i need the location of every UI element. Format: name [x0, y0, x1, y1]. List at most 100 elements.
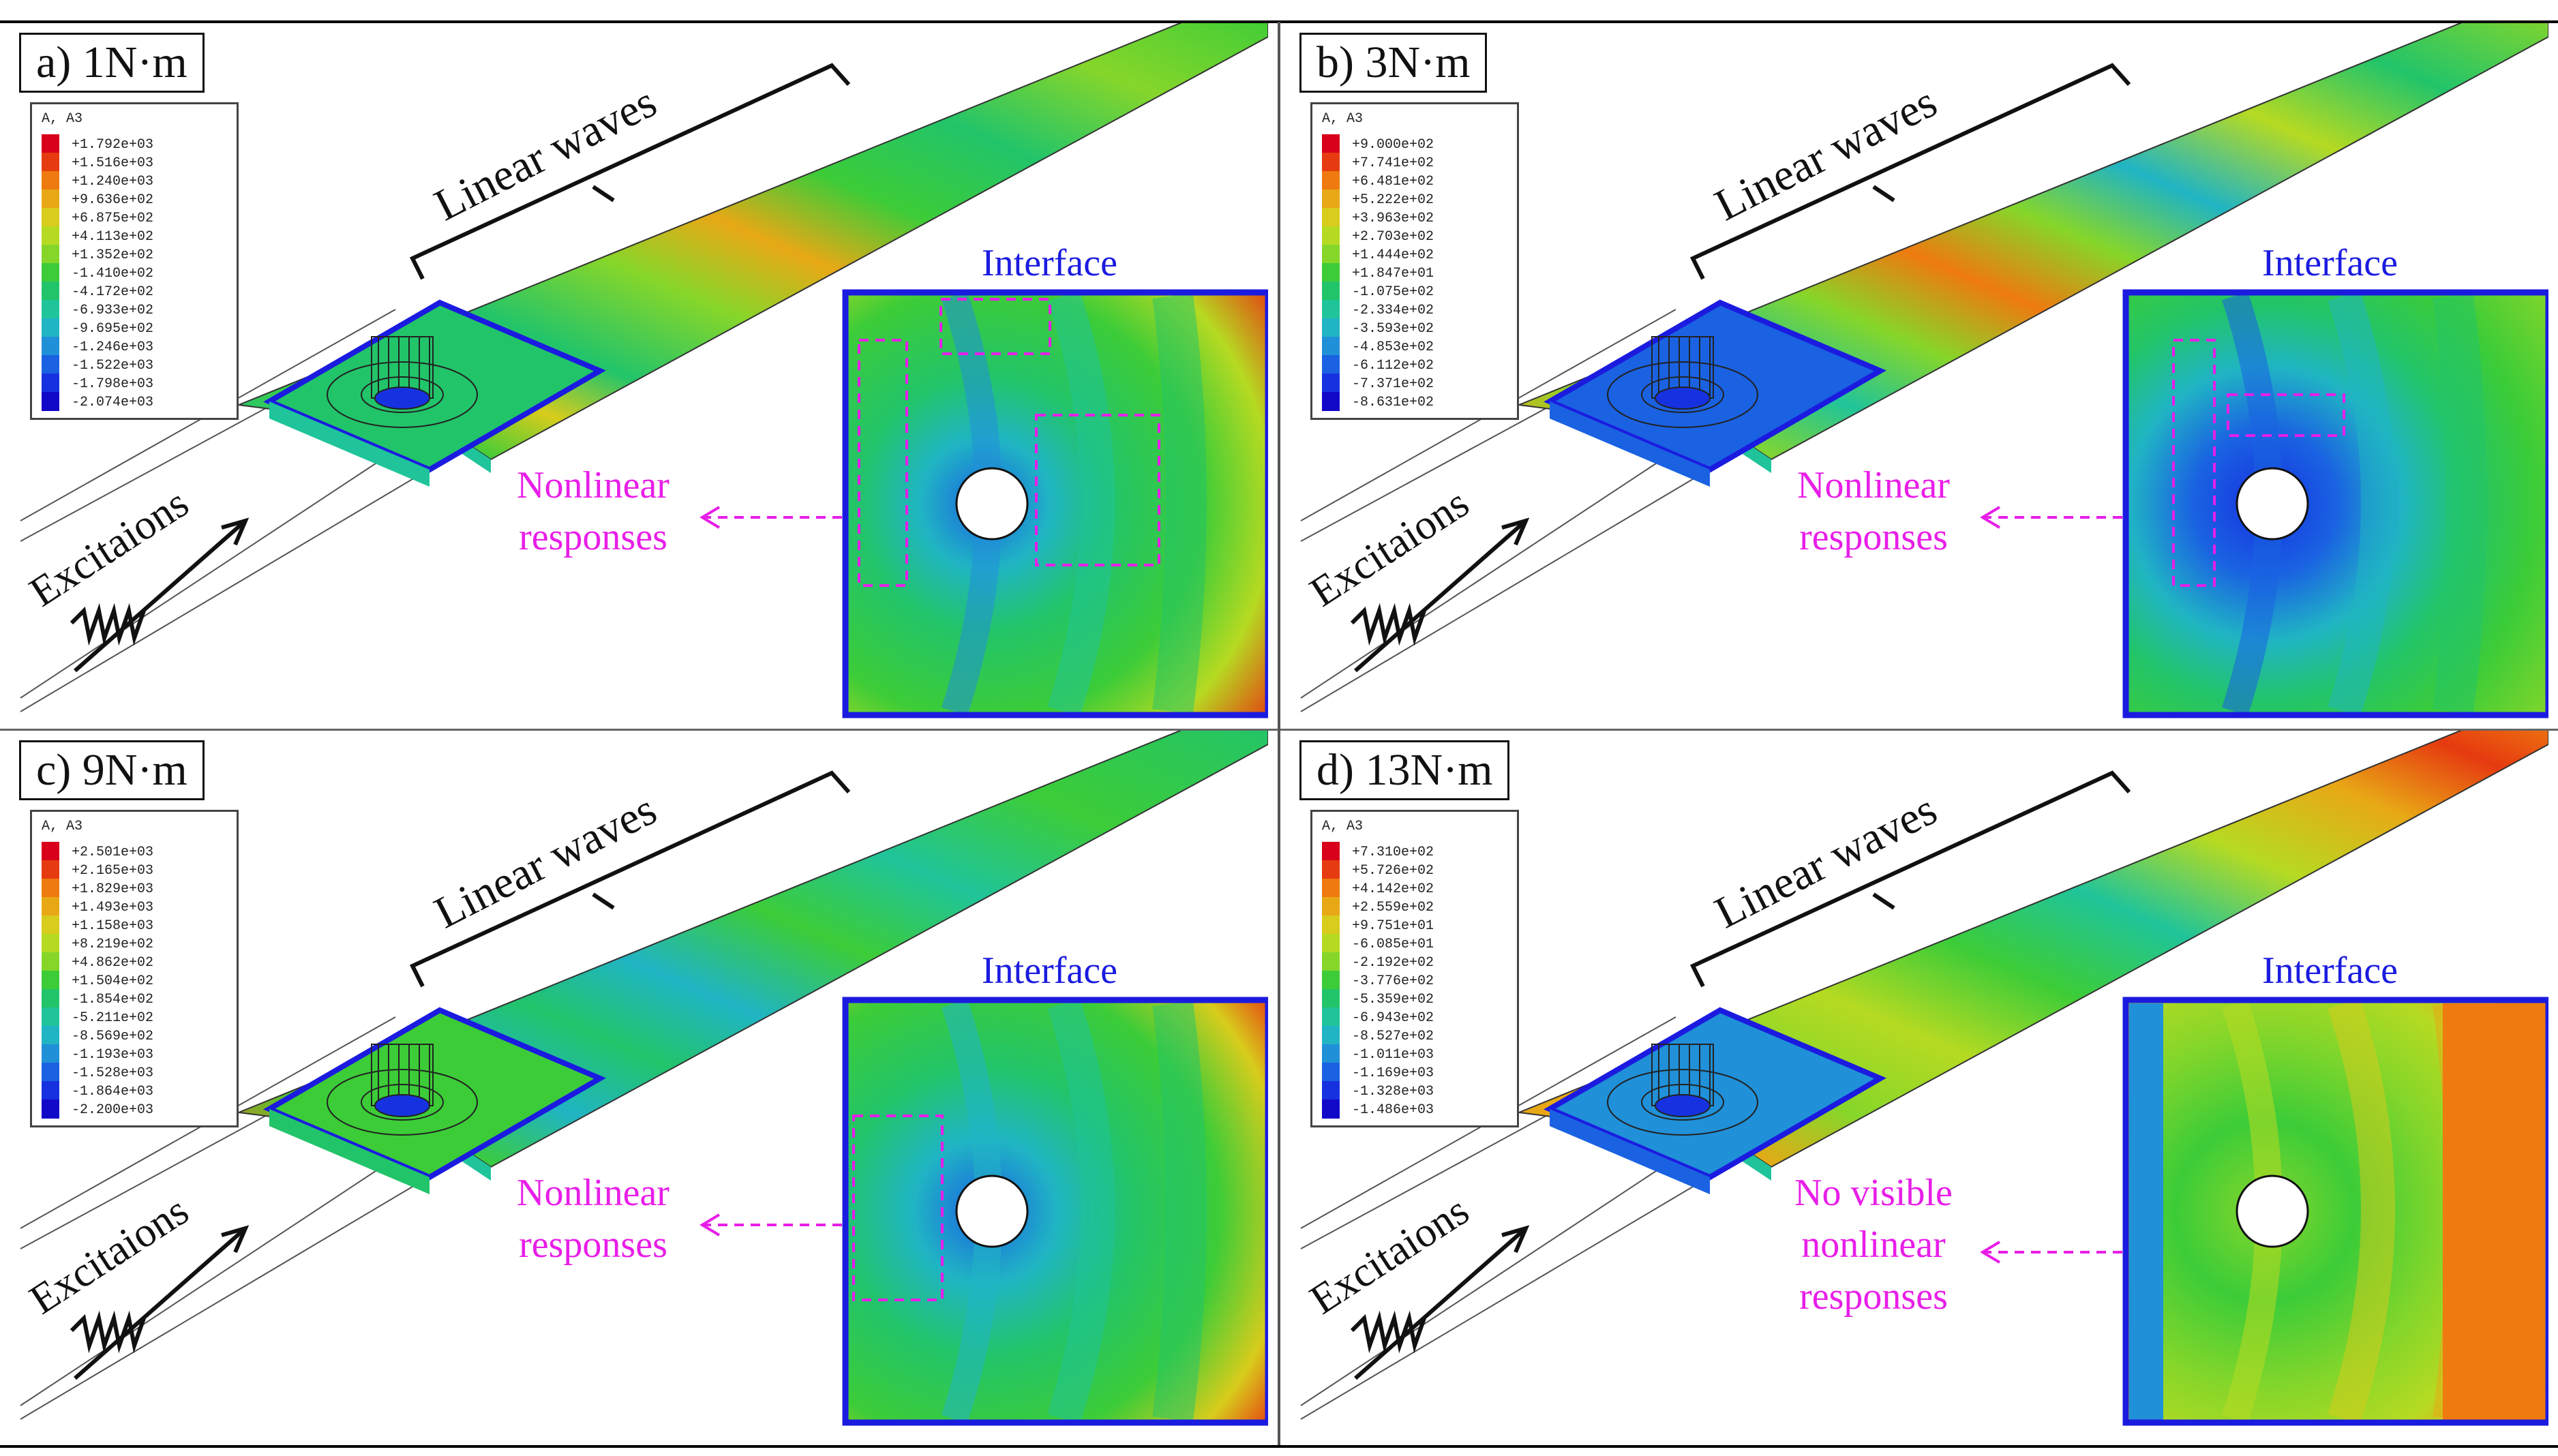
legend-swatch	[42, 263, 59, 282]
excitation-arrow	[70, 1225, 250, 1380]
response-line: responses	[1799, 1275, 1948, 1318]
legend-value: -1.854e+02	[72, 992, 154, 1007]
legend-row: +5.726e+02	[1322, 860, 1513, 879]
legend-row: -9.695e+02	[42, 318, 232, 337]
legend-row: +8.219e+02	[42, 934, 232, 953]
contour-scene	[1300, 731, 2548, 1426]
legend-row: -1.864e+03	[42, 1081, 232, 1100]
legend-swatch	[42, 245, 59, 264]
excitation-arrow	[70, 517, 250, 673]
legend-title: A, A3	[1322, 819, 1364, 834]
response-line: Nonlinear	[1797, 464, 1950, 506]
legend-row: -6.112e+02	[1322, 355, 1513, 374]
legend-swatch	[42, 355, 59, 374]
response-line: responses	[1799, 516, 1948, 558]
legend-row: +2.559e+02	[1322, 897, 1513, 916]
contour-scene	[20, 731, 1268, 1426]
legend-row: +2.165e+03	[42, 860, 232, 879]
legend-swatch	[1322, 171, 1340, 190]
interface-inset	[2122, 997, 2548, 1426]
legend-swatch	[42, 226, 59, 245]
joint-plate	[1544, 1007, 1886, 1181]
legend-swatch	[42, 1007, 59, 1027]
legend-value: +5.726e+02	[1352, 863, 1434, 879]
linear-waves-bracket	[409, 63, 851, 280]
panel-b: b) 3N·m A, A3 +9.000e+02 +7.741e+02 +6.481e+…	[1280, 23, 2548, 725]
legend-swatch	[42, 337, 59, 356]
legend-row: -1.798e+03	[42, 374, 232, 393]
legend-value: -1.486e+03	[1352, 1102, 1434, 1118]
legend-row: -1.486e+03	[1322, 1099, 1513, 1119]
legend-swatch	[1322, 934, 1340, 953]
linear-waves-bracket	[1689, 63, 2131, 280]
legend-swatch	[42, 879, 59, 898]
legend-row: -5.211e+02	[42, 1007, 232, 1027]
legend-value: -6.085e+01	[1352, 937, 1434, 952]
legend-value: -3.593e+02	[1352, 321, 1434, 337]
legend-value: -4.172e+02	[72, 284, 154, 300]
panel-a: a) 1N·m A, A3 +1.792e+03 +1.516e+03 +1.240e+…	[0, 23, 1268, 725]
legend-title: A, A3	[1322, 111, 1364, 127]
color-legend: A, A3 +7.310e+02 +5.726e+02 +4.142e+02 +2.55…	[1310, 810, 1519, 1127]
response-label: Nonlinear responses	[491, 459, 695, 563]
legend-swatch	[42, 934, 59, 953]
legend-value: +1.847e+01	[1352, 266, 1434, 282]
legend-value: -1.193e+03	[72, 1047, 154, 1063]
legend-swatch	[1322, 355, 1340, 374]
legend-row: +3.963e+02	[1322, 208, 1513, 227]
legend-row: +7.310e+02	[1322, 842, 1513, 861]
legend-value: -7.371e+02	[1352, 376, 1434, 392]
bolt-wireframe	[327, 336, 478, 428]
legend-row: -6.943e+02	[1322, 1007, 1513, 1027]
legend-row: +1.352e+02	[42, 245, 232, 264]
legend-swatch	[42, 1026, 59, 1045]
response-line: Nonlinear	[517, 464, 669, 506]
panel-label: d) 13N·m	[1299, 740, 1510, 800]
legend-value: -2.334e+02	[1352, 303, 1434, 318]
legend-value: +1.504e+02	[72, 973, 154, 989]
legend-row: -6.933e+02	[42, 300, 232, 319]
legend-swatch	[1322, 318, 1340, 337]
legend-value: +6.481e+02	[1352, 174, 1434, 189]
legend-value: +4.113e+02	[72, 229, 154, 245]
bolt-wireframe	[1607, 336, 1758, 428]
response-label: Nonlinear responses	[1771, 459, 1976, 563]
legend-row: +1.792e+03	[42, 134, 232, 153]
legend-row: +1.829e+03	[42, 879, 232, 898]
legend-row: -2.192e+02	[1322, 952, 1513, 971]
legend-swatch	[1322, 300, 1340, 319]
color-legend: A, A3 +2.501e+03 +2.165e+03 +1.829e+03 +1.49…	[30, 810, 239, 1127]
contour-scene	[1300, 23, 2548, 718]
legend-value: -2.200e+03	[72, 1102, 154, 1118]
joint-plate-edge	[269, 1109, 430, 1194]
response-arrow	[699, 1213, 842, 1237]
response-arrow	[1980, 1241, 2122, 1264]
legend-swatch	[42, 318, 59, 337]
legend-value: -5.359e+02	[1352, 992, 1434, 1007]
legend-swatch	[1322, 860, 1340, 879]
interface-label: Interface	[2262, 242, 2398, 284]
legend-title: A, A3	[42, 819, 83, 834]
legend-row: +9.751e+01	[1322, 915, 1513, 935]
excitation-arrow	[1350, 1225, 1530, 1380]
interface-inset	[842, 289, 1268, 718]
legend-value: +1.493e+03	[72, 900, 154, 915]
response-line: responses	[519, 1224, 667, 1266]
legend-value: -8.527e+02	[1352, 1029, 1434, 1044]
legend-swatch	[42, 134, 59, 153]
panel-label: c) 9N·m	[19, 740, 205, 800]
interface-inset	[842, 997, 1268, 1426]
legend-row: -1.854e+02	[42, 989, 232, 1008]
legend-value: -1.169e+03	[1352, 1065, 1434, 1081]
legend-value: -2.192e+02	[1352, 955, 1434, 971]
response-label: No visible nonlinear responses	[1771, 1167, 1976, 1322]
bottom-rule	[0, 1445, 2558, 1448]
legend-value: +4.862e+02	[72, 955, 154, 971]
legend-swatch	[42, 374, 59, 393]
legend-row: -5.359e+02	[1322, 989, 1513, 1008]
legend-swatch	[1322, 134, 1340, 153]
legend-swatch	[42, 1044, 59, 1063]
legend-swatch	[1322, 374, 1340, 393]
legend-value: -6.112e+02	[1352, 358, 1434, 374]
